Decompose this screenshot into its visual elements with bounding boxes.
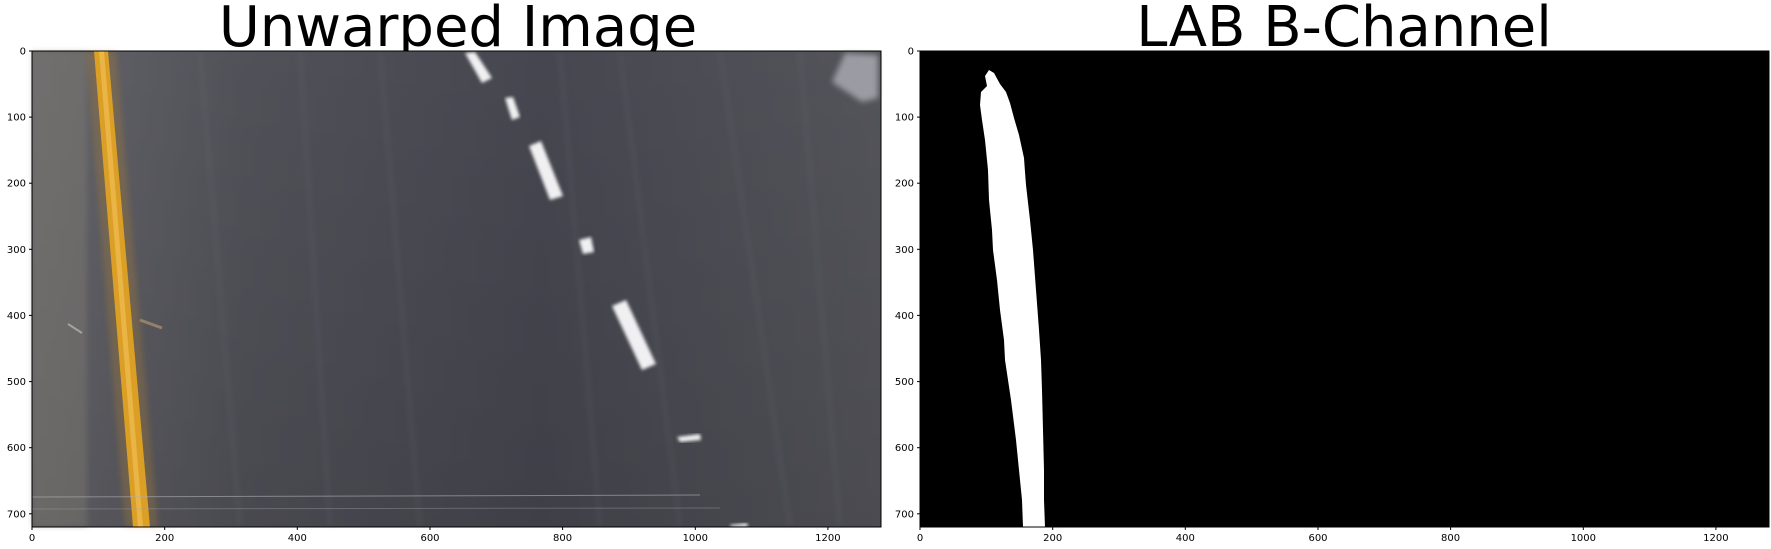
x-axis: 0 200 400 600 800 1000 1200 (29, 527, 841, 544)
x-tick-label: 400 (288, 533, 307, 544)
axes-frame (919, 50, 1770, 528)
binary-image (920, 51, 1769, 527)
y-tick-label: 600 (895, 443, 914, 454)
x-tick-label: 0 (917, 533, 923, 544)
y-tick-label: 300 (895, 245, 914, 256)
x-tick-label: 200 (155, 533, 174, 544)
y-tick-label: 500 (895, 377, 914, 388)
y-tick-label: 400 (7, 311, 26, 322)
y-tick-label: 100 (895, 113, 914, 124)
y-tick-label: 0 (20, 47, 26, 58)
y-tick-label: 400 (895, 311, 914, 322)
y-tick-label: 700 (895, 509, 914, 520)
x-tick-label: 600 (1308, 533, 1327, 544)
panel-title: LAB B-Channel (1136, 0, 1552, 60)
x-tick-label: 800 (553, 533, 572, 544)
x-tick-label: 1000 (683, 533, 708, 544)
y-tick-label: 200 (895, 179, 914, 190)
x-axis: 0 200 400 600 800 1000 1200 (917, 527, 1729, 544)
detected-lane-mask (980, 70, 1045, 527)
y-tick-label: 600 (7, 443, 26, 454)
white-lane-marks (465, 52, 748, 527)
y-axis: 0 100 200 300 400 500 600 700 (7, 47, 32, 520)
x-tick-label: 1200 (1703, 533, 1728, 544)
y-axis: 0 100 200 300 400 500 600 700 (895, 47, 920, 520)
x-tick-label: 400 (1176, 533, 1195, 544)
y-tick-label: 200 (7, 179, 26, 190)
y-tick-label: 500 (7, 377, 26, 388)
unwarped-image (31, 50, 881, 528)
x-tick-label: 600 (420, 533, 439, 544)
x-tick-label: 200 (1043, 533, 1062, 544)
y-tick-label: 700 (7, 509, 26, 520)
lab-b-channel-panel: LAB B-Channel 0 100 200 300 400 500 600 … (895, 0, 1770, 544)
y-tick-label: 300 (7, 245, 26, 256)
panel-title: Unwarped Image (219, 0, 697, 60)
y-tick-label: 100 (7, 113, 26, 124)
x-tick-label: 1200 (815, 533, 840, 544)
y-tick-label: 0 (908, 47, 914, 58)
unwarped-panel: Unwarped Image (7, 0, 882, 544)
x-tick-label: 800 (1441, 533, 1460, 544)
x-tick-label: 1000 (1571, 533, 1596, 544)
axes-frame (31, 50, 882, 528)
x-tick-label: 0 (29, 533, 35, 544)
